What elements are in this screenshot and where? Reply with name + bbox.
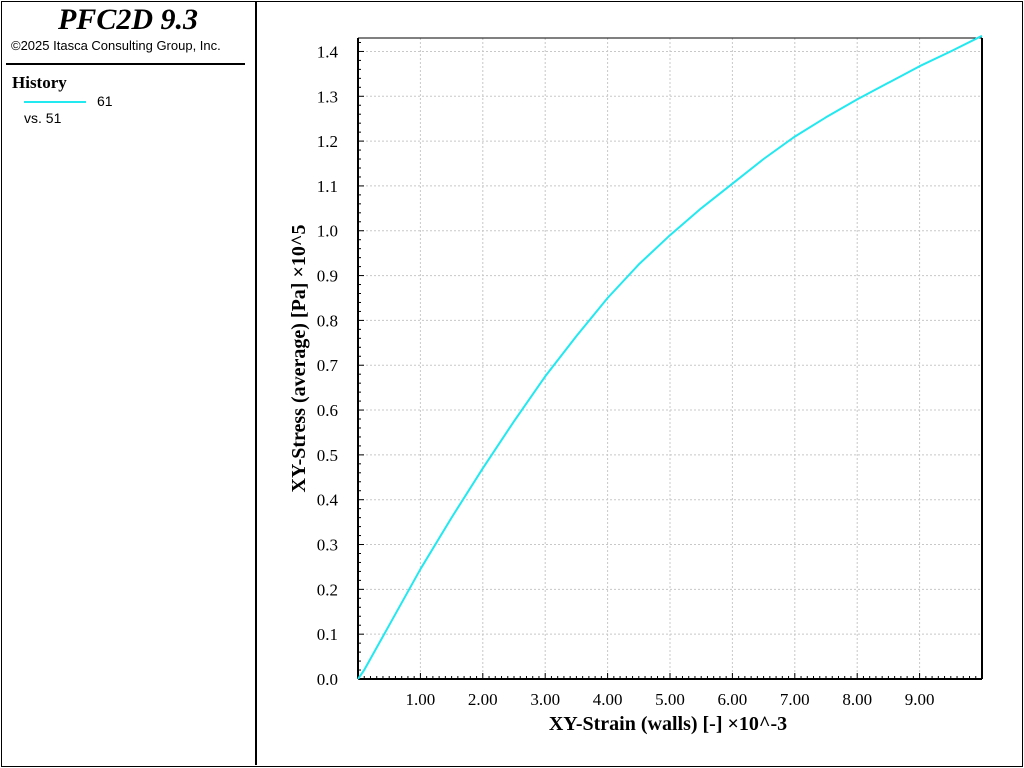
x-tick-label: 7.00 [780, 690, 810, 709]
x-tick-label: 4.00 [593, 690, 623, 709]
legend-panel: PFC2D 9.3 ©2025 Itasca Consulting Group,… [1, 1, 257, 765]
x-tick-label: 3.00 [530, 690, 560, 709]
x-tick-label: 8.00 [842, 690, 872, 709]
x-tick-label: 6.00 [718, 690, 748, 709]
y-tick-label: 0.6 [317, 401, 338, 420]
x-tick-label: 9.00 [905, 690, 935, 709]
x-tick-label: 1.00 [406, 690, 436, 709]
series-line-61 [357, 34, 983, 680]
legend-divider [6, 63, 245, 65]
legend-series-swatch [24, 101, 86, 103]
y-tick-label: 0.1 [317, 625, 338, 644]
app-title: PFC2D 9.3 [57, 3, 198, 36]
x-axis-title: XY-Strain (walls) [-] ×10^-3 [549, 713, 787, 735]
legend-vs-label: vs. 51 [24, 110, 62, 126]
series-layer [357, 34, 983, 680]
y-tick-label: 0.3 [317, 536, 338, 555]
y-axis-title: XY-Stress (average) [Pa] ×10^5 [288, 225, 310, 493]
y-tick-label: 1.3 [317, 87, 338, 106]
tick-marks [358, 41, 977, 679]
grid [358, 38, 982, 680]
y-tick-label: 1.2 [317, 132, 338, 151]
x-tick-label: 5.00 [655, 690, 685, 709]
y-tick-label: 0.5 [317, 446, 338, 465]
y-tick-label: 0.4 [317, 491, 339, 510]
x-tick-label: 2.00 [468, 690, 498, 709]
y-tick-label: 0.8 [317, 311, 338, 330]
y-tick-label: 0.9 [317, 267, 338, 286]
y-tick-label: 1.1 [317, 177, 338, 196]
y-tick-label: 1.4 [317, 42, 339, 61]
y-tick-label: 1.0 [317, 222, 338, 241]
legend-series-label: 61 [97, 93, 113, 109]
legend-heading: History [12, 73, 67, 92]
y-tick-label: 0.2 [317, 580, 338, 599]
y-tick-label: 0.7 [317, 356, 339, 375]
copyright-text: ©2025 Itasca Consulting Group, Inc. [11, 38, 221, 53]
y-tick-label: 0.0 [317, 670, 338, 689]
